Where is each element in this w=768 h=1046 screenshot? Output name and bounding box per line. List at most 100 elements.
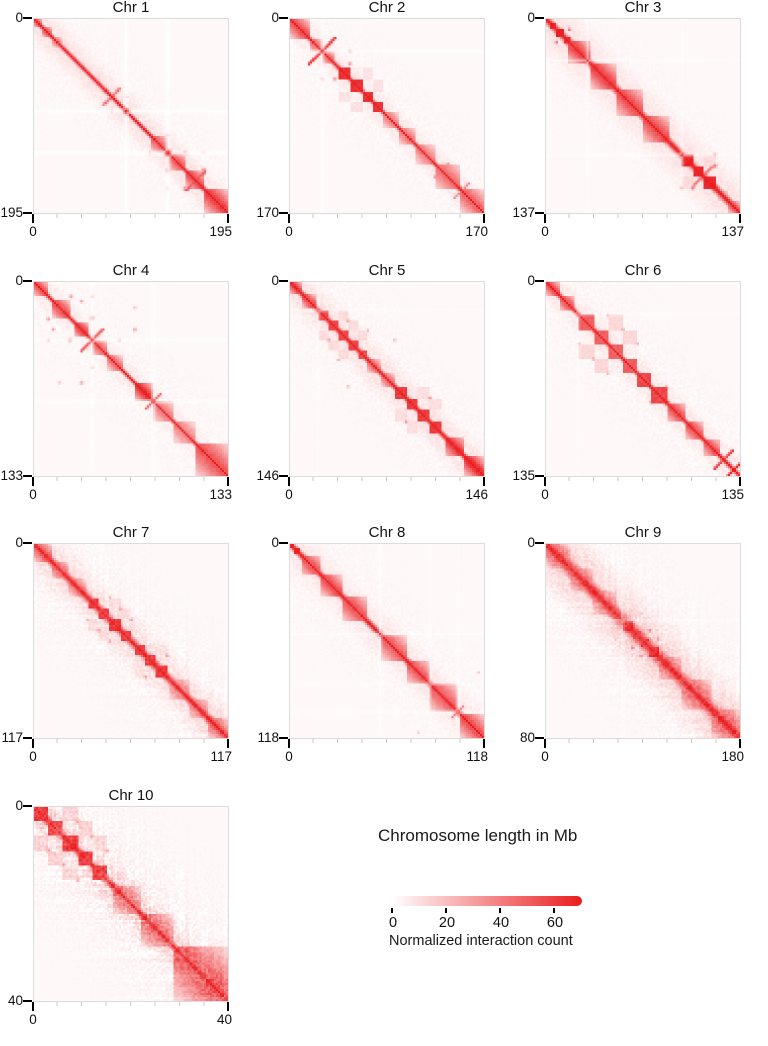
x-axis-tick-left: [544, 477, 546, 486]
x-axis-tick-label-zero: 0: [29, 487, 37, 502]
x-axis-tick-label-zero: 0: [29, 749, 37, 764]
hic-panel-inner: Chr 10 0 40 0 40: [0, 788, 256, 1046]
panel-title: Chr 7: [112, 524, 150, 541]
x-axis-minor-ticks: [289, 214, 485, 218]
x-axis-minor-ticks: [289, 739, 485, 743]
panel-title: Chr 10: [108, 787, 154, 804]
y-axis-tick-label-zero: 0: [15, 273, 23, 288]
x-axis-minor-ticks: [33, 1002, 229, 1006]
hic-panel: Chr 2 0 170 0 170: [256, 0, 512, 258]
heatmap-plot-area: [289, 281, 485, 477]
y-axis-tick-label-zero: 0: [15, 798, 23, 813]
y-axis-tick-label-zero: 0: [527, 535, 535, 550]
colorbar-tick-20: [445, 908, 447, 913]
heatmap-plot-area: [289, 18, 485, 214]
x-axis-minor-ticks: [289, 477, 485, 481]
x-axis-tick-right: [483, 214, 485, 223]
y-axis-tick-label-zero: 0: [527, 273, 535, 288]
hic-panel-inner: Chr 4 0 133 0 133: [0, 263, 256, 521]
panel-title: Chr 8: [368, 524, 406, 541]
colorbar-tick-label-40: 40: [492, 915, 510, 931]
x-axis-tick-right: [739, 739, 741, 748]
panel-title: Chr 9: [624, 524, 662, 541]
heatmap-plot-area: [33, 543, 229, 739]
y-axis-tick-label-zero: 0: [271, 273, 279, 288]
y-axis-tick-bottom: [23, 475, 32, 477]
x-axis-tick-label-max: 117: [210, 749, 232, 764]
x-axis-tick-left: [32, 739, 34, 748]
heatmap-plot-area: [545, 281, 741, 477]
hic-panel: Chr 9 0 80 0 180: [512, 516, 768, 774]
x-axis-tick-left: [544, 739, 546, 748]
colorbar-tick-label-60: 60: [546, 915, 564, 931]
legend-title: Chromosome length in Mb: [378, 826, 578, 845]
hic-panel-inner: Chr 2 0 170 0 170: [256, 0, 512, 258]
heatmap-canvas: [290, 282, 484, 476]
y-axis-tick-bottom: [535, 475, 544, 477]
y-axis-tick-top: [23, 805, 32, 807]
y-axis-tick-label-max: 170: [256, 205, 279, 220]
heatmap-canvas: [546, 282, 740, 476]
x-axis-tick-label-max: 146: [465, 487, 488, 502]
y-axis-tick-label-max: 146: [256, 468, 279, 483]
y-axis-tick-bottom: [279, 475, 288, 477]
y-axis-tick-bottom: [23, 1000, 32, 1002]
x-axis-tick-left: [32, 214, 34, 223]
x-axis-tick-label-zero: 0: [29, 224, 37, 239]
hic-panel: Chr 8 0 118 0 118: [256, 516, 512, 774]
y-axis-tick-bottom: [279, 212, 288, 214]
x-axis-tick-label-max: 40: [216, 1012, 232, 1027]
x-axis-tick-label-max: 170: [465, 224, 488, 239]
heatmap-canvas: [546, 544, 740, 738]
heatmap-plot-area: [545, 543, 741, 739]
heatmap-canvas: [34, 544, 228, 738]
x-axis-tick-label-zero: 0: [541, 224, 549, 239]
y-axis-tick-top: [535, 280, 544, 282]
x-axis-tick-right: [483, 739, 485, 748]
hic-panel: Chr 10 0 40 0 40: [0, 774, 256, 1032]
y-axis-tick-label-max: 118: [257, 730, 279, 745]
heatmap-plot-area: [545, 18, 741, 214]
y-axis-tick-top: [279, 542, 288, 544]
colorbar-tick-label-20: 20: [438, 915, 456, 931]
colorbar-label: Normalized interaction count: [389, 933, 573, 949]
x-axis-minor-ticks: [545, 739, 741, 743]
y-axis-tick-label-zero: 0: [527, 10, 535, 25]
y-axis-tick-bottom: [535, 737, 544, 739]
hic-panel-inner: Chr 9 0 80 0 180: [512, 525, 768, 783]
heatmap-canvas: [290, 19, 484, 213]
y-axis-tick-bottom: [535, 212, 544, 214]
x-axis-tick-label-zero: 0: [541, 487, 549, 502]
hic-panel: Chr 3 0 137 0 137: [512, 0, 768, 258]
y-axis-tick-top: [279, 17, 288, 19]
hic-panel: Chr 4 0 133 0 133: [0, 258, 256, 516]
x-axis-tick-label-zero: 0: [285, 224, 293, 239]
heatmap-plot-area: [33, 281, 229, 477]
colorbar-tick-label-0: 0: [388, 915, 398, 931]
x-axis-tick-label-zero: 0: [285, 487, 293, 502]
heatmap-canvas: [34, 282, 228, 476]
x-axis-tick-right: [227, 739, 229, 748]
x-axis-tick-left: [288, 739, 290, 748]
heatmap-canvas: [546, 19, 740, 213]
y-axis-tick-top: [23, 280, 32, 282]
x-axis-tick-label-zero: 0: [29, 1012, 37, 1027]
x-axis-tick-label-max: 195: [209, 224, 232, 239]
y-axis-tick-label-max: 40: [7, 993, 23, 1008]
y-axis-tick-label-zero: 0: [271, 535, 279, 550]
heatmap-canvas: [290, 544, 484, 738]
y-axis-tick-label-max: 135: [512, 468, 535, 483]
x-axis-tick-right: [227, 1002, 229, 1011]
hic-panel-inner: Chr 3 0 137 0 137: [512, 0, 768, 258]
panel-title: Chr 3: [624, 0, 662, 16]
heatmap-canvas: [34, 807, 228, 1001]
colorbar-gradient: [392, 896, 582, 906]
x-axis-tick-label-zero: 0: [285, 749, 293, 764]
hic-panel: Chr 6 0 135 0 135: [512, 258, 768, 516]
y-axis-tick-bottom: [279, 737, 288, 739]
x-axis-tick-label-max: 137: [721, 224, 744, 239]
x-axis-tick-left: [544, 214, 546, 223]
x-axis-tick-label-max: 118: [466, 749, 488, 764]
y-axis-tick-label-zero: 0: [15, 10, 23, 25]
